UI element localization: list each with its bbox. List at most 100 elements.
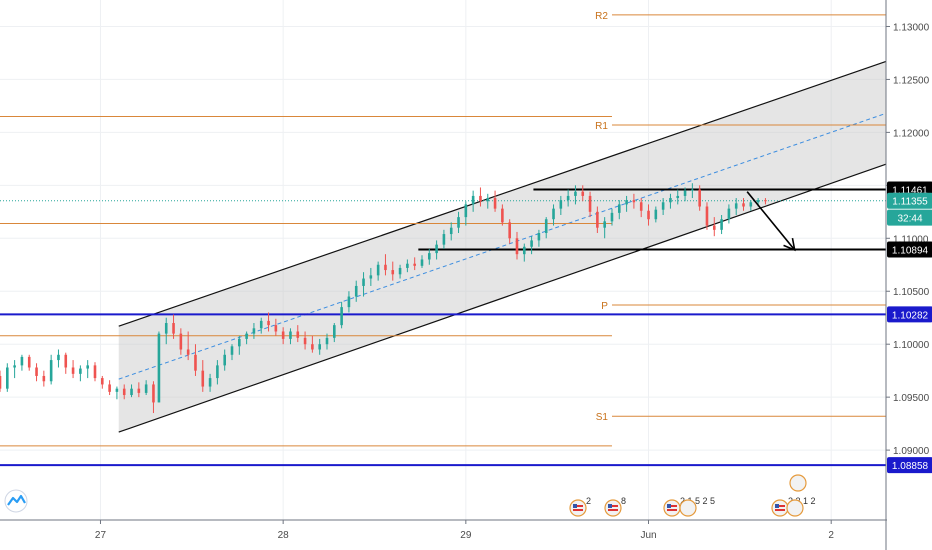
candle-body-down xyxy=(42,375,46,382)
candle-body-up xyxy=(325,337,329,345)
candle-body-down xyxy=(391,270,395,275)
candle-body-up xyxy=(654,209,658,220)
event-flag-icon xyxy=(679,499,697,517)
y-tick-label: 1.12000 xyxy=(893,128,930,139)
candle-body-down xyxy=(384,264,387,271)
event-count-label: 2 xyxy=(586,496,591,506)
channel-fill xyxy=(118,61,887,433)
event-flag-icon xyxy=(789,474,807,492)
candle-body-up xyxy=(406,263,409,268)
flag-canton-icon xyxy=(573,504,577,508)
candle-body-down xyxy=(632,200,636,203)
candle-body-up xyxy=(566,195,570,201)
drawn-arrow xyxy=(746,191,796,252)
candle-body-up xyxy=(559,200,563,209)
candle-body-up xyxy=(20,356,24,366)
candle-body-up xyxy=(318,344,321,350)
candle-body-up xyxy=(676,195,680,199)
pivot-levels: R2 R1 P S1 xyxy=(0,11,886,447)
candle-body-down xyxy=(64,354,68,368)
candle-body-up xyxy=(734,203,738,209)
candle-body-up xyxy=(347,296,351,308)
price-badge xyxy=(887,192,932,209)
candle-body-up xyxy=(79,368,82,374)
candle-body-up xyxy=(354,285,358,297)
candle-body-down xyxy=(281,331,285,339)
price-badge xyxy=(887,457,932,474)
flag-stripe-icon xyxy=(573,505,583,507)
candle-body-up xyxy=(471,195,475,205)
flag-stripe-icon xyxy=(775,505,785,507)
event-flag-icon xyxy=(771,499,789,517)
candle-body-down xyxy=(479,195,482,202)
candle-body-down xyxy=(122,388,126,396)
candle-body-up xyxy=(683,190,687,196)
candle-body-down xyxy=(742,203,745,207)
candle-body-up xyxy=(144,384,148,393)
channel-upper-line xyxy=(118,60,887,327)
candle-body-down xyxy=(501,208,504,223)
candle-body-up xyxy=(420,259,424,266)
candle-body-up xyxy=(749,202,753,207)
candle-body-up xyxy=(625,200,628,205)
flag-stripe-icon xyxy=(775,509,785,511)
candle-body-up xyxy=(57,354,60,361)
candle-body-down xyxy=(639,202,643,211)
candle-body-up xyxy=(333,325,336,338)
y-tick-label: 1.11000 xyxy=(893,234,929,245)
event-count-label: 2 1 5 2 5 xyxy=(680,496,715,506)
candle-body-down xyxy=(137,388,141,393)
event-flag-icon xyxy=(786,499,804,517)
price-badge-label: 1.11355 xyxy=(892,197,928,208)
candle-body-down xyxy=(596,211,599,228)
candle-body-down xyxy=(508,222,511,239)
candle-body-down xyxy=(27,356,31,368)
candle-body-up xyxy=(756,200,760,203)
price-badge-label: 1.10282 xyxy=(892,310,929,321)
y-tick-label: 1.09000 xyxy=(893,446,930,457)
candle-body-up xyxy=(115,388,119,392)
candle-body-up xyxy=(252,328,256,334)
candle-body-up xyxy=(362,278,365,286)
candle-body-down xyxy=(152,384,155,403)
candle-body-down xyxy=(274,325,278,332)
candle-body-down xyxy=(101,378,104,385)
pivot-level-label: P xyxy=(601,301,608,312)
candle-body-up xyxy=(398,267,402,275)
candle-body-down xyxy=(172,323,175,334)
flag-canton-icon xyxy=(667,504,671,508)
candle-body-up xyxy=(427,253,431,260)
candle-body-down xyxy=(705,206,709,226)
economic-events: 2 8 2 1 5 2 5 2 2 1 2 xyxy=(569,474,816,517)
price-badge xyxy=(887,209,932,226)
candle-body-down xyxy=(93,365,97,379)
flag-canton-icon xyxy=(775,504,779,508)
pivot-level-label: S1 xyxy=(596,412,609,423)
candle-body-down xyxy=(698,189,701,207)
event-flag-icon xyxy=(663,499,681,517)
candle-body-down xyxy=(201,370,205,387)
candle-body-up xyxy=(727,208,731,220)
grid-lines xyxy=(0,0,886,520)
candle-body-up xyxy=(486,198,490,202)
candle-body-down xyxy=(186,349,190,355)
candlestick-series xyxy=(0,183,767,414)
candle-body-down xyxy=(647,210,650,220)
candle-body-down xyxy=(108,384,111,392)
candle-body-down xyxy=(413,263,416,266)
price-badge xyxy=(887,241,932,258)
y-tick-label: 1.10500 xyxy=(893,287,930,298)
tradingview-logo[interactable] xyxy=(4,489,28,513)
candle-body-down xyxy=(581,191,585,196)
flag-canton-icon xyxy=(608,504,612,508)
x-tick-label: 29 xyxy=(460,530,472,541)
candle-body-down xyxy=(764,200,767,202)
candle-body-up xyxy=(661,202,665,210)
candle-body-down xyxy=(179,333,183,350)
candle-body-up xyxy=(340,307,343,326)
candle-body-up xyxy=(537,232,541,241)
candle-body-up xyxy=(610,212,614,222)
regression-channel xyxy=(118,60,887,433)
pivot-level-label: R1 xyxy=(595,121,608,132)
